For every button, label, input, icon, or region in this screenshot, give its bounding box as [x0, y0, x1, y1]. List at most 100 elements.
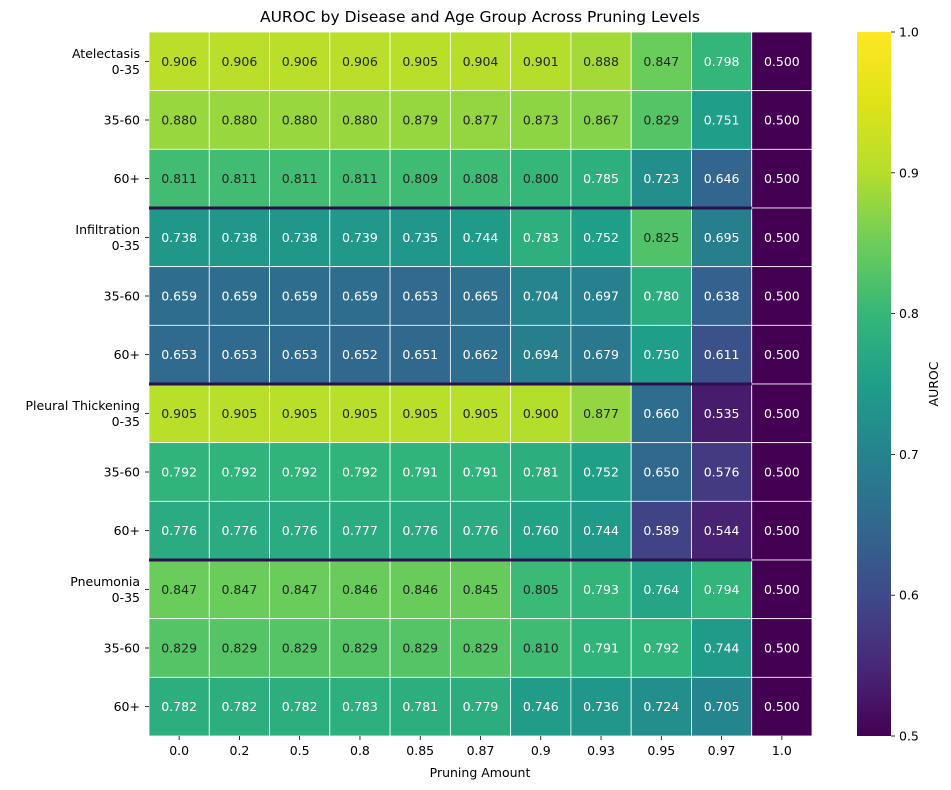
y-tick-label: 60+: [114, 523, 140, 538]
cell-value-label: 0.500: [764, 523, 800, 538]
cell-value-label: 0.845: [463, 582, 499, 597]
cell-value-label: 0.500: [764, 289, 800, 304]
y-tick-label: 60+: [114, 347, 140, 362]
cell-value-label: 0.791: [583, 641, 619, 656]
cell-value-label: 0.829: [643, 113, 679, 128]
cell-value-label: 0.776: [463, 523, 499, 538]
heatmap-cell: [208, 207, 270, 268]
cell-value-label: 0.873: [523, 113, 559, 128]
cell-value-label: 0.792: [342, 465, 378, 480]
cell-value-label: 0.877: [583, 406, 619, 421]
heatmap-cell: [449, 148, 512, 209]
cell-value-label: 0.906: [282, 54, 318, 69]
cell-value-label: 0.791: [402, 465, 438, 480]
cell-value-label: 0.776: [222, 523, 258, 538]
heatmap-cell: [389, 500, 451, 561]
cell-value-label: 0.500: [764, 465, 800, 480]
heatmap-cell: [389, 324, 451, 385]
cell-value-label: 0.782: [282, 699, 318, 714]
cell-value-label: 0.829: [342, 641, 378, 656]
heatmap-cell: [751, 500, 813, 561]
heatmap-cell: [329, 618, 391, 678]
heatmap-cell: [449, 442, 512, 502]
cell-value-label: 0.781: [402, 699, 438, 714]
x-tick-label: 0.5: [290, 743, 310, 758]
heatmap-cell: [751, 442, 813, 502]
cell-value-label: 0.901: [523, 54, 559, 69]
cell-value-label: 0.906: [222, 54, 258, 69]
cell-value-label: 0.792: [643, 641, 679, 656]
heatmap-cell: [751, 324, 813, 385]
heatmap-cell: [449, 500, 512, 561]
cell-value-label: 0.653: [222, 347, 258, 362]
heatmap-cell: [510, 442, 572, 502]
heatmap-cell: [269, 31, 331, 92]
cell-value-label: 0.776: [402, 523, 438, 538]
heatmap-cell: [630, 266, 692, 326]
cell-value-label: 0.905: [402, 54, 438, 69]
cell-value-label: 0.653: [161, 347, 197, 362]
cell-value-label: 0.544: [704, 523, 740, 538]
heatmap-cell: [329, 676, 391, 737]
heatmap-cell: [269, 324, 331, 385]
cell-value-label: 0.744: [704, 641, 740, 656]
heatmap-cell: [389, 266, 451, 326]
x-tick-label: 0.0: [169, 743, 189, 758]
cell-value-label: 0.810: [523, 641, 559, 656]
cell-value-label: 0.905: [342, 406, 378, 421]
x-tick-label: 0.97: [708, 743, 736, 758]
cell-value-label: 0.811: [282, 171, 318, 186]
x-tick-label: 0.87: [467, 743, 495, 758]
cell-value-label: 0.880: [222, 113, 258, 128]
y-tick-label: Atelectasis 0-35: [72, 46, 140, 77]
cell-value-label: 0.746: [523, 699, 559, 714]
cell-value-label: 0.723: [643, 171, 679, 186]
cell-value-label: 0.738: [282, 230, 318, 245]
heatmap-cell: [329, 500, 391, 561]
heatmap-cell: [148, 676, 210, 737]
x-tick-label: 1.0: [772, 743, 792, 758]
cell-value-label: 0.792: [161, 465, 197, 480]
cell-value-label: 0.793: [583, 582, 619, 597]
cell-value-label: 0.500: [764, 171, 800, 186]
heatmap-cell: [570, 90, 632, 150]
cell-value-label: 0.665: [463, 289, 499, 304]
heatmap-cell: [630, 383, 692, 444]
cell-value-label: 0.659: [222, 289, 258, 304]
heatmap-cell: [269, 266, 331, 326]
cell-value-label: 0.777: [342, 523, 378, 538]
heatmap-cell: [148, 442, 210, 502]
colorbar-tick-label: 1.0: [899, 25, 919, 40]
heatmap-cell: [510, 148, 572, 209]
cell-value-label: 0.646: [704, 171, 740, 186]
cell-value-label: 0.500: [764, 230, 800, 245]
y-axis-ticks: Atelectasis 0-35 35-60 60+ Infiltration 0-35 3…: [25, 46, 149, 714]
heatmap-cell: [751, 148, 813, 209]
cell-value-label: 0.659: [282, 289, 318, 304]
heatmap-cell: [329, 266, 391, 326]
x-tick-label: 0.8: [350, 743, 370, 758]
cell-value-label: 0.724: [643, 699, 679, 714]
cell-value-label: 0.500: [764, 582, 800, 597]
colorbar-tick-label: 0.7: [899, 447, 919, 462]
heatmap-cell: [751, 266, 813, 326]
cell-value-label: 0.905: [222, 406, 258, 421]
heatmap-cell: [449, 207, 512, 268]
heatmap-cell: [630, 618, 692, 678]
heatmap-cell: [329, 207, 391, 268]
cell-value-label: 0.782: [222, 699, 258, 714]
colorbar: 0.5 0.6 0.7 0.8 0.9 1.0: [857, 25, 919, 744]
heatmap-cell: [630, 90, 692, 150]
heatmap-cell: [329, 383, 391, 444]
cell-value-label: 0.653: [282, 347, 318, 362]
heatmap-cell: [329, 31, 391, 92]
cell-value-label: 0.660: [643, 406, 679, 421]
cell-value-label: 0.500: [764, 113, 800, 128]
heatmap-cell: [208, 618, 270, 678]
cell-value-label: 0.780: [643, 289, 679, 304]
cell-value-label: 0.905: [463, 406, 499, 421]
cell-value-label: 0.880: [282, 113, 318, 128]
cell-value-label: 0.500: [764, 347, 800, 362]
cell-value-label: 0.694: [523, 347, 559, 362]
cell-value-label: 0.739: [342, 230, 378, 245]
